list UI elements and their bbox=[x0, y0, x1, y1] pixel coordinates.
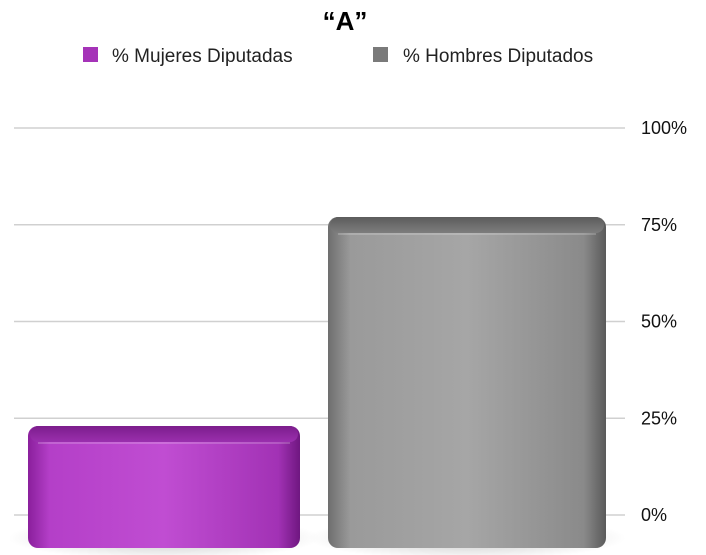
bar-top-face bbox=[30, 425, 298, 442]
y-tick-label: 25% bbox=[641, 408, 677, 428]
legend: % Mujeres Diputadas % Hombres Diputados bbox=[83, 46, 593, 67]
bar-body bbox=[328, 217, 606, 548]
y-tick-label: 100% bbox=[641, 118, 687, 138]
chart-title: “A” bbox=[323, 6, 368, 36]
bar-body bbox=[28, 425, 300, 548]
legend-label-hombres: % Hombres Diputados bbox=[403, 46, 593, 67]
bar-top-face bbox=[330, 217, 604, 234]
y-axis-ticks: 0% 25% 50% 75% 100% bbox=[641, 118, 687, 525]
y-tick-label: 50% bbox=[641, 312, 677, 332]
bar-hombres-diputados bbox=[308, 217, 626, 555]
legend-swatch-mujeres bbox=[83, 47, 98, 62]
y-tick-label: 0% bbox=[641, 505, 667, 525]
bars bbox=[8, 217, 626, 555]
legend-swatch-hombres bbox=[373, 47, 388, 62]
y-tick-label: 75% bbox=[641, 215, 677, 235]
legend-label-mujeres: % Mujeres Diputadas bbox=[112, 46, 293, 67]
bar-mujeres-diputadas bbox=[8, 425, 320, 555]
